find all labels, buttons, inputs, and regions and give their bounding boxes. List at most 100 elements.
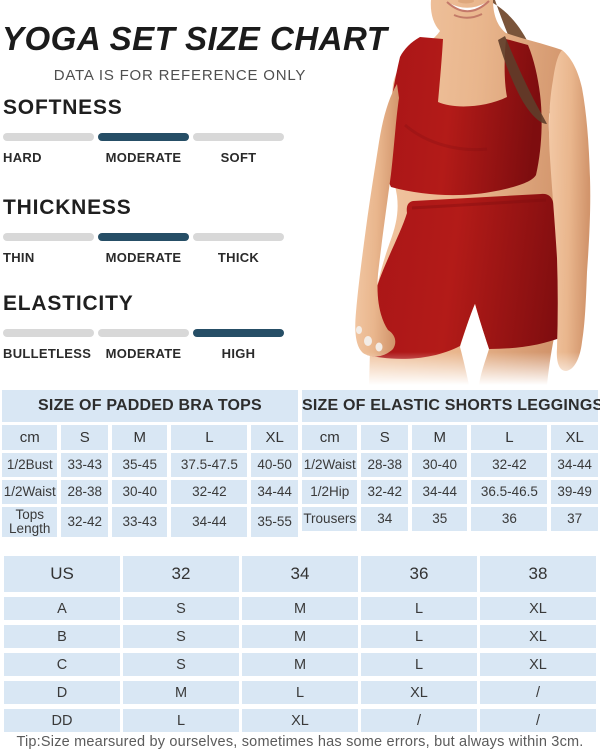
- header-cell: S: [61, 425, 109, 450]
- table-row: 1/2Hip 32-42 34-44 36.5-46.5 39-49: [302, 480, 598, 504]
- shorts-size-panel: SIZE OF ELASTIC SHORTS LEGGINGS cm S M L XL …: [302, 390, 600, 534]
- header-cell: L: [171, 425, 248, 450]
- softness-meter: [3, 133, 287, 141]
- value-cell: M: [242, 625, 358, 648]
- header-cell: 34: [242, 556, 358, 592]
- bra-table-header-row: cm S M L XL: [2, 425, 298, 450]
- table-row: Tops Length 32-42 33-43 34-44 35-55: [2, 507, 298, 538]
- row-label-cell: DD: [4, 709, 120, 732]
- table-row: 1/2Waist 28-38 30-40 32-42 34-44: [2, 480, 298, 504]
- bra-size-panel: SIZE OF PADDED BRA TOPS cm S M L XL 1/2Bust 3…: [2, 390, 298, 540]
- header-cell: XL: [551, 425, 598, 450]
- value-cell: 28-38: [361, 453, 409, 477]
- header-cell: 32: [123, 556, 239, 592]
- value-cell: 34: [361, 507, 409, 531]
- value-cell: XL: [242, 709, 358, 732]
- header-cell: 36: [361, 556, 477, 592]
- value-cell: /: [480, 681, 596, 704]
- elasticity-meter: [3, 329, 287, 337]
- table-row: 1/2Bust 33-43 35-45 37.5-47.5 40-50: [2, 453, 298, 477]
- meter-label: HARD: [3, 150, 42, 165]
- value-cell: 33-43: [112, 507, 168, 538]
- value-cell: S: [123, 653, 239, 676]
- thickness-meter: [3, 233, 287, 241]
- value-cell: 39-49: [551, 480, 598, 504]
- value-cell: M: [242, 597, 358, 620]
- header-cell: M: [412, 425, 468, 450]
- meter-segment-active: [98, 233, 189, 241]
- row-label-cell: Trousers: [302, 507, 358, 531]
- page-title: YOGA SET SIZE CHART: [2, 20, 388, 57]
- us-table-header-row: US 32 34 36 38: [4, 556, 596, 592]
- value-cell: L: [361, 653, 477, 676]
- header-cell: M: [112, 425, 168, 450]
- value-cell: 40-50: [251, 453, 298, 477]
- us-table-body: A S M L XL B S M L XL C S M L XL D M L XL / DD L XL / /: [4, 597, 596, 732]
- table-row: C S M L XL: [4, 653, 596, 676]
- meter-label: HIGH: [221, 346, 256, 361]
- value-cell: 28-38: [61, 480, 109, 504]
- row-label-cell: 1/2Hip: [302, 480, 358, 504]
- header-cell: US: [4, 556, 120, 592]
- value-cell: 34-44: [412, 480, 468, 504]
- meter-label: MODERATE: [105, 250, 182, 265]
- row-label-cell: 1/2Waist: [2, 480, 58, 504]
- value-cell: 32-42: [361, 480, 409, 504]
- table-row: Trousers 34 35 36 37: [302, 507, 598, 531]
- elasticity-section: ELASTICITY BULLETLESS MODERATE HIGH: [3, 293, 287, 361]
- row-label-cell: C: [4, 653, 120, 676]
- elasticity-labels: BULLETLESS MODERATE HIGH: [3, 346, 287, 361]
- bra-size-table: cm S M L XL 1/2Bust 33-43 35-45 37.5-47.5 40-50 1…: [0, 422, 302, 540]
- header-cell: 38: [480, 556, 596, 592]
- row-label-cell: A: [4, 597, 120, 620]
- softness-section: SOFTNESS HARD MODERATE SOFT: [3, 97, 287, 165]
- value-cell: XL: [361, 681, 477, 704]
- value-cell: S: [123, 597, 239, 620]
- header-cell: cm: [302, 425, 358, 450]
- measurement-tip: Tip:Size mearsured by ourselves, sometim…: [16, 734, 584, 750]
- value-cell: L: [242, 681, 358, 704]
- header-cell: L: [471, 425, 548, 450]
- page-subtitle: DATA IS FOR REFERENCE ONLY: [53, 67, 307, 84]
- meter-segment: [3, 233, 94, 241]
- value-cell: 37.5-47.5: [171, 453, 248, 477]
- value-cell: XL: [480, 597, 596, 620]
- meter-segment: [193, 133, 284, 141]
- value-cell: L: [123, 709, 239, 732]
- softness-labels: HARD MODERATE SOFT: [3, 150, 287, 165]
- meter-label: THIN: [3, 250, 35, 265]
- table-row: B S M L XL: [4, 625, 596, 648]
- bra-table-title: SIZE OF PADDED BRA TOPS: [2, 390, 298, 422]
- value-cell: 33-43: [61, 453, 109, 477]
- meter-label: SOFT: [220, 150, 257, 165]
- header-cell: S: [361, 425, 409, 450]
- value-cell: 35-45: [112, 453, 168, 477]
- meter-segment: [3, 133, 94, 141]
- row-label-cell: B: [4, 625, 120, 648]
- table-row: DD L XL / /: [4, 709, 596, 732]
- value-cell: /: [480, 709, 596, 732]
- shorts-table-header-row: cm S M L XL: [302, 425, 598, 450]
- row-label-cell: D: [4, 681, 120, 704]
- value-cell: M: [123, 681, 239, 704]
- value-cell: XL: [480, 653, 596, 676]
- meter-label: BULLETLESS: [3, 346, 92, 361]
- value-cell: M: [242, 653, 358, 676]
- softness-heading: SOFTNESS: [3, 96, 123, 119]
- us-size-conversion-table: US 32 34 36 38 A S M L XL B S M L XL C S M L XL D M L XL / DD L XL…: [1, 551, 599, 737]
- thickness-labels: THIN MODERATE THICK: [3, 250, 287, 265]
- header-cell: XL: [251, 425, 298, 450]
- table-row: 1/2Waist 28-38 30-40 32-42 34-44: [302, 453, 598, 477]
- row-label-cell: Tops Length: [2, 507, 58, 538]
- value-cell: 35: [412, 507, 468, 531]
- value-cell: 30-40: [412, 453, 468, 477]
- value-cell: L: [361, 597, 477, 620]
- header-cell: cm: [2, 425, 58, 450]
- value-cell: /: [361, 709, 477, 732]
- value-cell: 36: [471, 507, 548, 531]
- thickness-section: THICKNESS THIN MODERATE THICK: [3, 197, 287, 265]
- value-cell: 32-42: [171, 480, 248, 504]
- value-cell: 37: [551, 507, 598, 531]
- meter-segment: [3, 329, 94, 337]
